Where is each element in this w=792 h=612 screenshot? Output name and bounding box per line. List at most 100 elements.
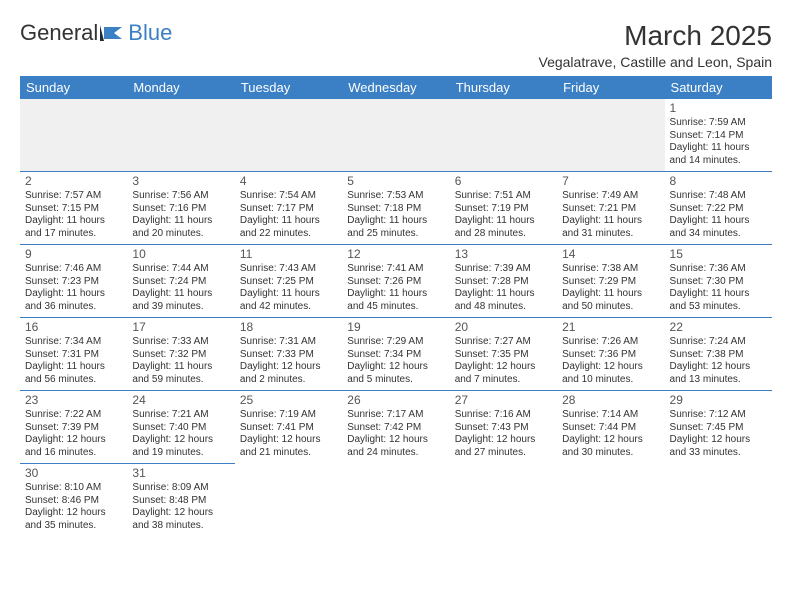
calendar-cell: 22Sunrise: 7:24 AMSunset: 7:38 PMDayligh… bbox=[665, 318, 772, 391]
calendar-cell: 31Sunrise: 8:09 AMSunset: 8:48 PMDayligh… bbox=[127, 464, 234, 537]
calendar-cell: 21Sunrise: 7:26 AMSunset: 7:36 PMDayligh… bbox=[557, 318, 664, 391]
calendar-cell: 24Sunrise: 7:21 AMSunset: 7:40 PMDayligh… bbox=[127, 391, 234, 464]
sunrise-text: Sunrise: 7:46 AM bbox=[25, 263, 122, 276]
daylight-text: Daylight: 11 hours and 39 minutes. bbox=[132, 288, 229, 313]
sunrise-text: Sunrise: 8:10 AM bbox=[25, 482, 122, 495]
day-number: 27 bbox=[455, 393, 552, 408]
daylight-text: Daylight: 12 hours and 10 minutes. bbox=[562, 361, 659, 386]
daylight-text: Daylight: 12 hours and 24 minutes. bbox=[347, 434, 444, 459]
sunrise-text: Sunrise: 7:26 AM bbox=[562, 336, 659, 349]
sunset-text: Sunset: 7:38 PM bbox=[670, 349, 767, 362]
sunrise-text: Sunrise: 8:09 AM bbox=[132, 482, 229, 495]
sunset-text: Sunset: 7:31 PM bbox=[25, 349, 122, 362]
calendar-cell: 19Sunrise: 7:29 AMSunset: 7:34 PMDayligh… bbox=[342, 318, 449, 391]
sunset-text: Sunset: 8:46 PM bbox=[25, 495, 122, 508]
location-label: Vegalatrave, Castille and Leon, Spain bbox=[539, 54, 773, 70]
calendar-cell: 10Sunrise: 7:44 AMSunset: 7:24 PMDayligh… bbox=[127, 245, 234, 318]
day-number: 5 bbox=[347, 174, 444, 189]
calendar-row: 2Sunrise: 7:57 AMSunset: 7:15 PMDaylight… bbox=[20, 172, 772, 245]
day-number: 28 bbox=[562, 393, 659, 408]
sunrise-text: Sunrise: 7:54 AM bbox=[240, 190, 337, 203]
calendar-table: Sunday Monday Tuesday Wednesday Thursday… bbox=[20, 76, 772, 536]
calendar-cell bbox=[342, 464, 449, 537]
day-number: 1 bbox=[670, 101, 767, 116]
sunrise-text: Sunrise: 7:22 AM bbox=[25, 409, 122, 422]
page-title: March 2025 bbox=[539, 20, 773, 52]
calendar-cell: 13Sunrise: 7:39 AMSunset: 7:28 PMDayligh… bbox=[450, 245, 557, 318]
calendar-cell: 1Sunrise: 7:59 AMSunset: 7:14 PMDaylight… bbox=[665, 99, 772, 172]
sunset-text: Sunset: 7:22 PM bbox=[670, 203, 767, 216]
sunrise-text: Sunrise: 7:41 AM bbox=[347, 263, 444, 276]
sunrise-text: Sunrise: 7:34 AM bbox=[25, 336, 122, 349]
sunset-text: Sunset: 7:14 PM bbox=[670, 130, 767, 143]
calendar-cell bbox=[557, 99, 664, 172]
sunset-text: Sunset: 7:24 PM bbox=[132, 276, 229, 289]
sunrise-text: Sunrise: 7:16 AM bbox=[455, 409, 552, 422]
day-number: 24 bbox=[132, 393, 229, 408]
calendar-row: 9Sunrise: 7:46 AMSunset: 7:23 PMDaylight… bbox=[20, 245, 772, 318]
day-number: 20 bbox=[455, 320, 552, 335]
sunset-text: Sunset: 7:34 PM bbox=[347, 349, 444, 362]
daylight-text: Daylight: 12 hours and 5 minutes. bbox=[347, 361, 444, 386]
sunset-text: Sunset: 7:15 PM bbox=[25, 203, 122, 216]
daylight-text: Daylight: 12 hours and 27 minutes. bbox=[455, 434, 552, 459]
calendar-cell: 20Sunrise: 7:27 AMSunset: 7:35 PMDayligh… bbox=[450, 318, 557, 391]
sunrise-text: Sunrise: 7:14 AM bbox=[562, 409, 659, 422]
day-header-row: Sunday Monday Tuesday Wednesday Thursday… bbox=[20, 76, 772, 99]
sunrise-text: Sunrise: 7:53 AM bbox=[347, 190, 444, 203]
day-number: 25 bbox=[240, 393, 337, 408]
daylight-text: Daylight: 11 hours and 42 minutes. bbox=[240, 288, 337, 313]
day-number: 17 bbox=[132, 320, 229, 335]
sunrise-text: Sunrise: 7:12 AM bbox=[670, 409, 767, 422]
sunrise-text: Sunrise: 7:39 AM bbox=[455, 263, 552, 276]
calendar-cell: 23Sunrise: 7:22 AMSunset: 7:39 PMDayligh… bbox=[20, 391, 127, 464]
daylight-text: Daylight: 11 hours and 50 minutes. bbox=[562, 288, 659, 313]
day-number: 10 bbox=[132, 247, 229, 262]
sunset-text: Sunset: 7:29 PM bbox=[562, 276, 659, 289]
calendar-cell bbox=[235, 464, 342, 537]
sunrise-text: Sunrise: 7:33 AM bbox=[132, 336, 229, 349]
sunrise-text: Sunrise: 7:17 AM bbox=[347, 409, 444, 422]
day-number: 29 bbox=[670, 393, 767, 408]
calendar-cell: 28Sunrise: 7:14 AMSunset: 7:44 PMDayligh… bbox=[557, 391, 664, 464]
day-number: 3 bbox=[132, 174, 229, 189]
daylight-text: Daylight: 11 hours and 28 minutes. bbox=[455, 215, 552, 240]
sunset-text: Sunset: 7:26 PM bbox=[347, 276, 444, 289]
daylight-text: Daylight: 11 hours and 48 minutes. bbox=[455, 288, 552, 313]
sunrise-text: Sunrise: 7:59 AM bbox=[670, 117, 767, 130]
daylight-text: Daylight: 11 hours and 34 minutes. bbox=[670, 215, 767, 240]
calendar-cell: 4Sunrise: 7:54 AMSunset: 7:17 PMDaylight… bbox=[235, 172, 342, 245]
day-number: 26 bbox=[347, 393, 444, 408]
calendar-cell bbox=[235, 99, 342, 172]
calendar-cell: 16Sunrise: 7:34 AMSunset: 7:31 PMDayligh… bbox=[20, 318, 127, 391]
calendar-cell bbox=[450, 464, 557, 537]
calendar-cell: 30Sunrise: 8:10 AMSunset: 8:46 PMDayligh… bbox=[20, 464, 127, 537]
sunset-text: Sunset: 8:48 PM bbox=[132, 495, 229, 508]
day-header: Sunday bbox=[20, 76, 127, 99]
daylight-text: Daylight: 11 hours and 53 minutes. bbox=[670, 288, 767, 313]
daylight-text: Daylight: 12 hours and 19 minutes. bbox=[132, 434, 229, 459]
calendar-cell: 11Sunrise: 7:43 AMSunset: 7:25 PMDayligh… bbox=[235, 245, 342, 318]
day-header: Tuesday bbox=[235, 76, 342, 99]
calendar-cell bbox=[342, 99, 449, 172]
calendar-row: 30Sunrise: 8:10 AMSunset: 8:46 PMDayligh… bbox=[20, 464, 772, 537]
sunrise-text: Sunrise: 7:21 AM bbox=[132, 409, 229, 422]
day-number: 19 bbox=[347, 320, 444, 335]
sunrise-text: Sunrise: 7:24 AM bbox=[670, 336, 767, 349]
daylight-text: Daylight: 11 hours and 56 minutes. bbox=[25, 361, 122, 386]
sunrise-text: Sunrise: 7:36 AM bbox=[670, 263, 767, 276]
daylight-text: Daylight: 11 hours and 25 minutes. bbox=[347, 215, 444, 240]
sunrise-text: Sunrise: 7:51 AM bbox=[455, 190, 552, 203]
title-block: March 2025 Vegalatrave, Castille and Leo… bbox=[539, 20, 773, 70]
calendar-cell: 5Sunrise: 7:53 AMSunset: 7:18 PMDaylight… bbox=[342, 172, 449, 245]
sunset-text: Sunset: 7:32 PM bbox=[132, 349, 229, 362]
calendar-cell: 25Sunrise: 7:19 AMSunset: 7:41 PMDayligh… bbox=[235, 391, 342, 464]
sunrise-text: Sunrise: 7:49 AM bbox=[562, 190, 659, 203]
daylight-text: Daylight: 11 hours and 20 minutes. bbox=[132, 215, 229, 240]
daylight-text: Daylight: 11 hours and 22 minutes. bbox=[240, 215, 337, 240]
calendar-cell bbox=[665, 464, 772, 537]
calendar-cell: 26Sunrise: 7:17 AMSunset: 7:42 PMDayligh… bbox=[342, 391, 449, 464]
daylight-text: Daylight: 12 hours and 13 minutes. bbox=[670, 361, 767, 386]
daylight-text: Daylight: 11 hours and 59 minutes. bbox=[132, 361, 229, 386]
calendar-cell: 27Sunrise: 7:16 AMSunset: 7:43 PMDayligh… bbox=[450, 391, 557, 464]
